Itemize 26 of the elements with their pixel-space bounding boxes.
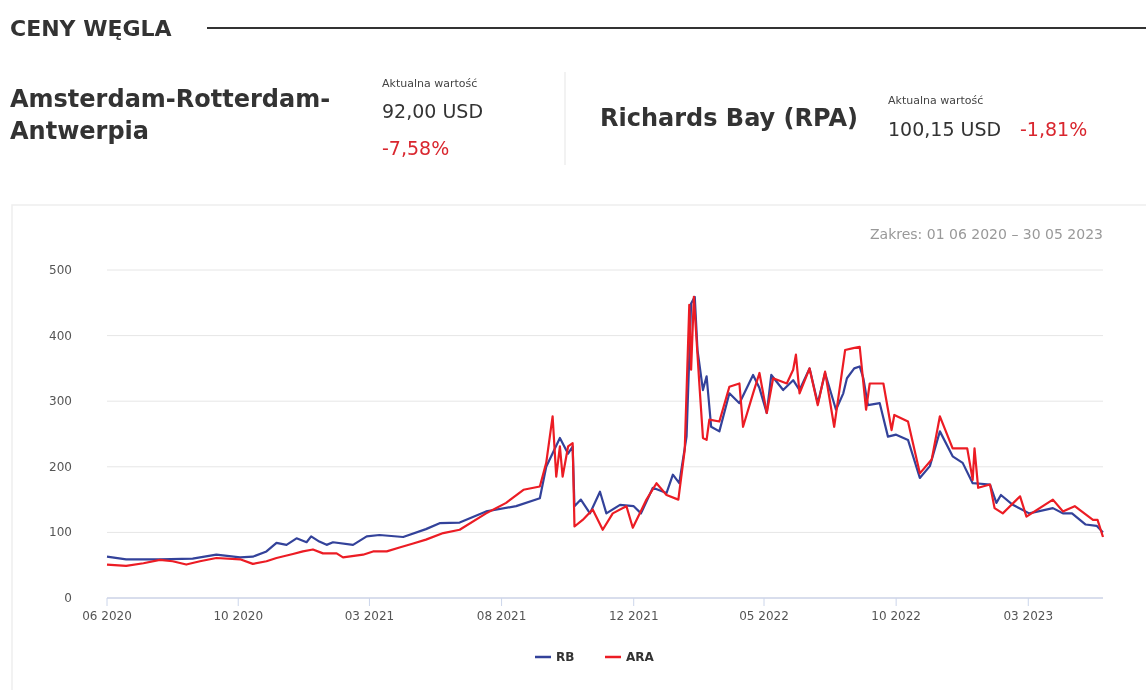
y-tick-label: 100 (49, 525, 72, 540)
text: 92,00 USD (382, 100, 484, 122)
x-tick-label: 10 2020 (213, 609, 264, 623)
text: Aktualna wartość (888, 94, 984, 107)
text: Zakres: 01 06 2020 – 30 05 2023 (869, 226, 1103, 242)
y-tick-label: 0 (64, 591, 72, 605)
text: Aktualna wartość (382, 77, 478, 90)
text: 100,15 USD (888, 118, 1002, 140)
text: Amsterdam-Rotterdam-Antwerpia (10, 85, 331, 146)
legend-label: RB (556, 650, 575, 664)
x-tick-label: 10 2022 (871, 609, 921, 623)
x-tick-label: 08 2021 (476, 609, 527, 623)
y-tick-label: 300 (49, 394, 72, 409)
legend-label: ARA (626, 650, 655, 664)
y-tick-label: 200 (49, 459, 72, 474)
chart-title: CENY WĘGLA (10, 16, 172, 41)
y-tick-label: 400 (49, 328, 72, 343)
text: -7,58% (382, 137, 450, 159)
x-tick-label: 03 2021 (344, 609, 395, 623)
x-tick-label: 12 2021 (608, 609, 659, 623)
x-tick-label: 05 2022 (739, 609, 789, 623)
x-tick-label: 03 2023 (1003, 609, 1054, 623)
text: Richards Bay (RPA) (600, 104, 858, 132)
text: -1,81% (1020, 118, 1088, 140)
y-tick-label: 500 (49, 263, 72, 277)
x-tick-label: 06 2020 (82, 609, 132, 623)
